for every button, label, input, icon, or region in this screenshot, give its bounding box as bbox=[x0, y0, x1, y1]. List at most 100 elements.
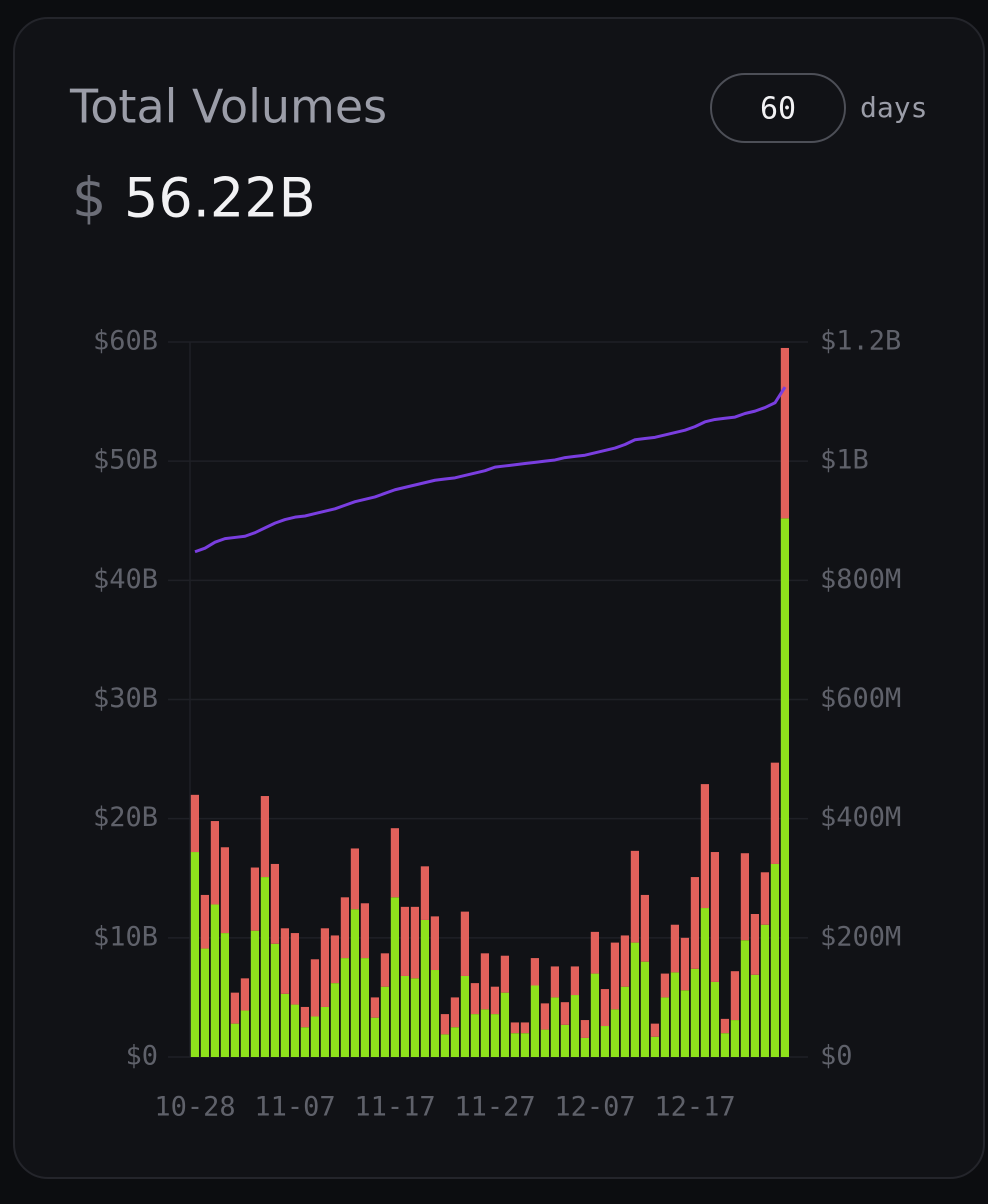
bar-segment bbox=[660, 973, 669, 998]
bar-segment bbox=[680, 937, 689, 991]
bar-segment bbox=[470, 983, 479, 1015]
bar-segment bbox=[270, 943, 279, 1057]
bar-segment bbox=[470, 1014, 479, 1057]
bar-segment bbox=[290, 933, 299, 1005]
days-input[interactable] bbox=[710, 73, 846, 143]
bar-segment bbox=[780, 518, 789, 1057]
bar-segment bbox=[680, 990, 689, 1057]
bar-segment bbox=[720, 1018, 729, 1034]
bar-segment bbox=[640, 961, 649, 1057]
bar-segment bbox=[770, 762, 779, 864]
bar-segment bbox=[660, 997, 669, 1057]
bar-segment bbox=[630, 942, 639, 1057]
y-tick-label: $40B bbox=[93, 564, 158, 595]
bar-segment bbox=[650, 1023, 659, 1037]
bar-segment bbox=[410, 978, 419, 1057]
bar-segment bbox=[220, 933, 229, 1057]
y2-tick-label: $0 bbox=[820, 1041, 853, 1072]
bar-segment bbox=[290, 1004, 299, 1057]
bar-segment bbox=[340, 958, 349, 1057]
days-value[interactable]: 60 bbox=[760, 92, 796, 127]
bar-segment bbox=[690, 968, 699, 1057]
y-tick-label: $20B bbox=[93, 802, 158, 833]
bar-segment bbox=[450, 997, 459, 1028]
bar-segment bbox=[420, 866, 429, 920]
bar-segment bbox=[730, 971, 739, 1021]
bar-segment bbox=[750, 914, 759, 975]
bar-segment bbox=[610, 1009, 619, 1057]
bar-segment bbox=[550, 997, 559, 1057]
bar-segment bbox=[520, 1033, 529, 1057]
y-tick-label: $60B bbox=[93, 326, 158, 357]
bar-segment bbox=[710, 852, 719, 982]
cumulative-line bbox=[194, 386, 787, 554]
bar-segment bbox=[340, 897, 349, 959]
bar-segment bbox=[280, 993, 289, 1057]
currency: $ bbox=[72, 167, 106, 230]
x-tick-label: 10-28 bbox=[154, 1092, 235, 1123]
bar-segment bbox=[380, 986, 389, 1057]
bar-segment bbox=[700, 784, 709, 909]
bar-segment bbox=[490, 1014, 499, 1057]
bar-segment bbox=[760, 924, 769, 1057]
y2-tick-label: $400M bbox=[820, 802, 901, 833]
bar-segment bbox=[670, 924, 679, 973]
y2-tick-label: $600M bbox=[820, 683, 901, 714]
bar-segment bbox=[240, 1010, 249, 1057]
bar-segment bbox=[670, 972, 679, 1057]
y-tick-label: $50B bbox=[93, 445, 158, 476]
bar-segment bbox=[570, 966, 579, 996]
bar-segment bbox=[260, 877, 269, 1057]
bar-segment bbox=[630, 850, 639, 943]
bar-segment bbox=[370, 997, 379, 1018]
bar-segment bbox=[460, 911, 469, 976]
bar-segment bbox=[620, 986, 629, 1057]
bar-segment bbox=[590, 973, 599, 1057]
bar-segment bbox=[520, 1022, 529, 1034]
bar-segment bbox=[440, 1034, 449, 1057]
bar-segment bbox=[400, 975, 409, 1057]
days-label: days bbox=[860, 91, 927, 124]
bar-segment bbox=[320, 1006, 329, 1057]
bar-segment bbox=[190, 852, 199, 1057]
bar-segment bbox=[600, 989, 609, 1027]
title: Total Volumes bbox=[69, 80, 387, 134]
bar-segment bbox=[380, 953, 389, 987]
bar-segment bbox=[330, 935, 339, 984]
x-tick-label: 11-07 bbox=[254, 1092, 335, 1123]
bar-segment bbox=[510, 1022, 519, 1034]
y2-tick-label: $200M bbox=[820, 921, 901, 952]
y2-tick-label: $1.2B bbox=[820, 326, 901, 357]
bar-segment bbox=[320, 928, 329, 1007]
bar-segment bbox=[770, 863, 779, 1057]
bar-segment bbox=[570, 995, 579, 1057]
bar-segment bbox=[690, 877, 699, 969]
bar-segment bbox=[410, 906, 419, 979]
bar-segment bbox=[480, 953, 489, 1010]
bar-segment bbox=[430, 970, 439, 1057]
bar-segment bbox=[730, 1020, 739, 1057]
bar-segment bbox=[210, 904, 219, 1057]
bar-segment bbox=[270, 863, 279, 944]
bar-segment bbox=[430, 916, 439, 971]
bar-segment bbox=[490, 986, 499, 1015]
bar-segment bbox=[360, 958, 369, 1057]
bar-segment bbox=[530, 958, 539, 986]
bar-segment bbox=[500, 955, 509, 993]
bar-segment bbox=[540, 1003, 549, 1030]
bar-segment bbox=[740, 940, 749, 1057]
bar-segment bbox=[230, 992, 239, 1024]
y2-tick-label: $1B bbox=[820, 445, 869, 476]
bar-segment bbox=[760, 872, 769, 925]
bar-segment bbox=[420, 919, 429, 1057]
bar-segment bbox=[710, 981, 719, 1057]
bar-segment bbox=[220, 847, 229, 934]
bar-segment bbox=[750, 974, 759, 1057]
bar-segment bbox=[300, 1006, 309, 1028]
bar-segment bbox=[530, 985, 539, 1057]
total: 56.22B bbox=[124, 167, 316, 230]
bar-segment bbox=[560, 1024, 569, 1057]
bar-segment bbox=[190, 794, 199, 853]
bar-segment bbox=[450, 1027, 459, 1057]
